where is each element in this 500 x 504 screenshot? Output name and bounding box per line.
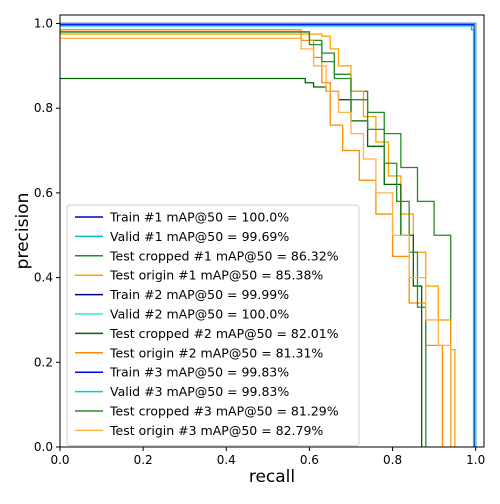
legend-entry-label: Valid #3 mAP@50 = 99.83%: [110, 384, 289, 399]
y-tick-label: 0.0: [34, 440, 53, 454]
legend-entry-label: Test origin #3 mAP@50 = 82.79%: [109, 423, 323, 438]
legend: Train #1 mAP@50 = 100.0% Valid #1 mAP@50 …: [66, 204, 360, 447]
x-tick-label: 0.2: [134, 453, 153, 467]
x-tick-label: 0.4: [217, 453, 236, 467]
legend-entry-label: Test cropped #3 mAP@50 = 81.29%: [109, 404, 339, 419]
series-layer: [60, 22, 477, 447]
x-tick-label: 1.0: [466, 453, 485, 467]
y-tick-label: 1.0: [34, 16, 53, 30]
series-line-4: [60, 33, 456, 447]
legend-entry-label: Valid #2 mAP@50 = 100.0%: [110, 307, 289, 322]
legend-entry-label: Test origin #1 mAP@50 = 85.38%: [109, 268, 323, 283]
legend-entry-label: Test cropped #2 mAP@50 = 82.01%: [109, 326, 339, 341]
y-tick-label: 0.2: [34, 355, 53, 369]
y-tick-label: 0.6: [34, 186, 53, 200]
x-tick-label: 0.0: [50, 453, 69, 467]
plot-frame: [59, 14, 485, 448]
legend-entry-label: Train #1 mAP@50 = 100.0%: [109, 210, 289, 225]
series-line-11: [60, 31, 427, 447]
series-line-6: [60, 23, 477, 447]
y-tick-label: 0.8: [34, 101, 53, 115]
x-axis-label: recall: [249, 467, 295, 487]
legend-entry-label: Train #3 mAP@50 = 99.83%: [109, 365, 289, 380]
x-tick-label: 0.6: [300, 453, 319, 467]
series-line-12: [60, 37, 452, 447]
legend-entry-label: Train #2 mAP@50 = 99.99%: [109, 287, 289, 302]
y-tick-label: 0.4: [34, 271, 53, 285]
legend-entry-label: Test cropped #1 mAP@50 = 86.32%: [109, 248, 339, 263]
y-axis-label: precision: [13, 193, 33, 270]
legend-box: [66, 204, 360, 447]
x-tick-label: 0.8: [383, 453, 402, 467]
legend-entry-label: Test origin #2 mAP@50 = 81.31%: [109, 345, 323, 360]
legend-entry-label: Valid #1 mAP@50 = 99.69%: [110, 229, 289, 244]
ticks-layer: 0.0 0.2 0.4 0.6 0.8 1.0 0.0 0.2 0.4 0.6 0.8 1.0: [34, 16, 485, 467]
series-line-10: [60, 25, 475, 447]
